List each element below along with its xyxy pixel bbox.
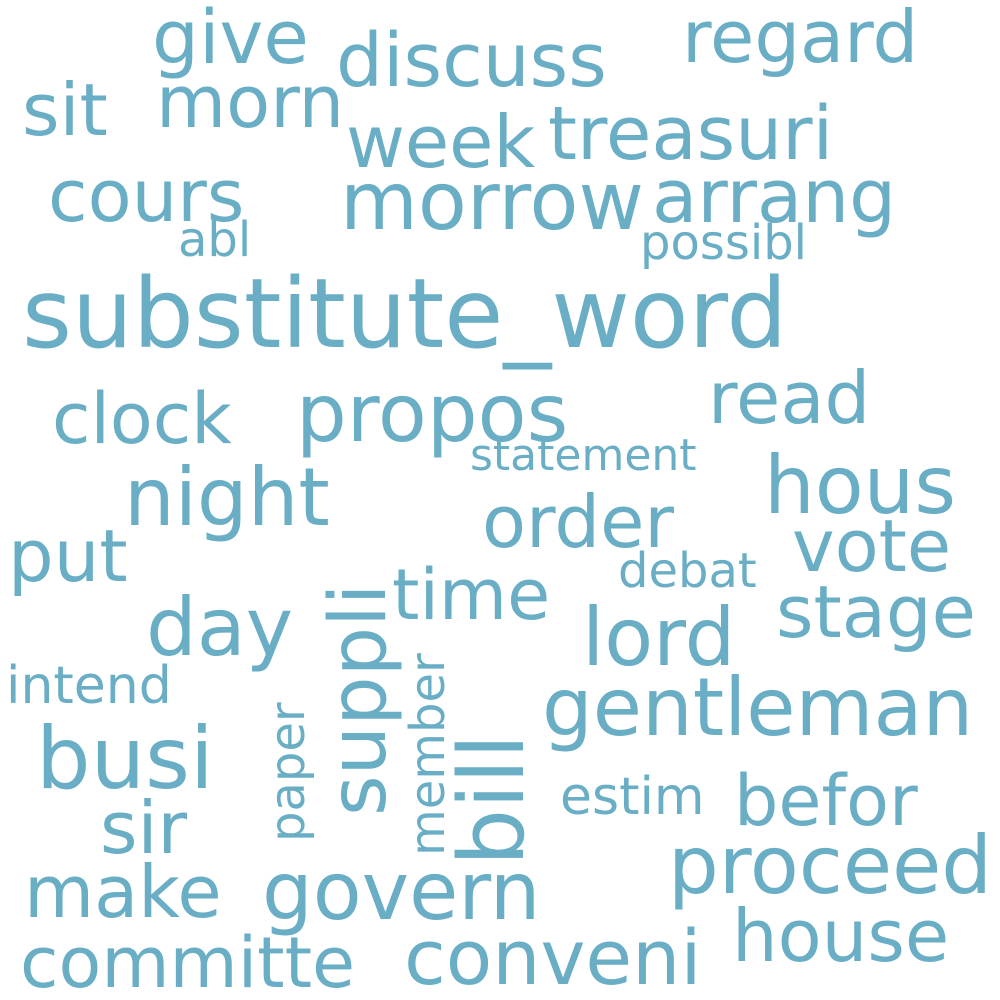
word-statement: statement	[470, 430, 697, 481]
word-order: order	[482, 480, 674, 564]
word-gentleman: gentleman	[542, 661, 974, 754]
word-put: put	[8, 514, 128, 598]
word-substitute-word: substitute_word	[22, 258, 788, 370]
word-discuss: discuss	[336, 18, 607, 104]
word-busi: busi	[36, 709, 214, 809]
word-arrang: arrang	[652, 154, 897, 240]
word-intend: intend	[6, 656, 172, 716]
word-make: make	[24, 850, 222, 934]
word-member: member	[400, 653, 456, 856]
word-debat: debat	[618, 543, 757, 599]
word-night: night	[124, 451, 330, 544]
word-sir: sir	[100, 786, 188, 870]
word-vote: vote	[792, 504, 952, 588]
word-morrow: morrow	[340, 155, 644, 248]
word-propos: propos	[296, 367, 569, 460]
word-give: give	[152, 0, 309, 81]
word-stage: stage	[776, 570, 976, 654]
word-estim: estim	[560, 767, 705, 827]
word-treasuri: treasuri	[548, 91, 834, 177]
word-week: week	[346, 100, 536, 184]
word-conveni: conveni	[404, 913, 702, 1000]
word-hous: hous	[764, 439, 957, 532]
word-read: read	[708, 356, 871, 440]
word-cours: cours	[48, 154, 245, 238]
word-house: house	[732, 894, 950, 978]
word-govern: govern	[262, 845, 541, 938]
word-befor: befor	[734, 760, 918, 842]
word-sit: sit	[22, 68, 108, 152]
word-proceed: proceed	[668, 819, 993, 912]
word-morn: morn	[156, 60, 345, 144]
word-time: time	[392, 554, 551, 636]
word-regard: regard	[682, 0, 919, 79]
word-day: day	[146, 581, 294, 674]
word-committe: committe	[20, 922, 356, 1000]
word-lord: lord	[582, 591, 736, 684]
word-suppli: suppli	[314, 583, 404, 816]
word-abl: abl	[178, 212, 252, 268]
word-clock: clock	[52, 378, 232, 460]
word-possibl: possibl	[640, 215, 807, 271]
word-paper: paper	[260, 702, 316, 842]
